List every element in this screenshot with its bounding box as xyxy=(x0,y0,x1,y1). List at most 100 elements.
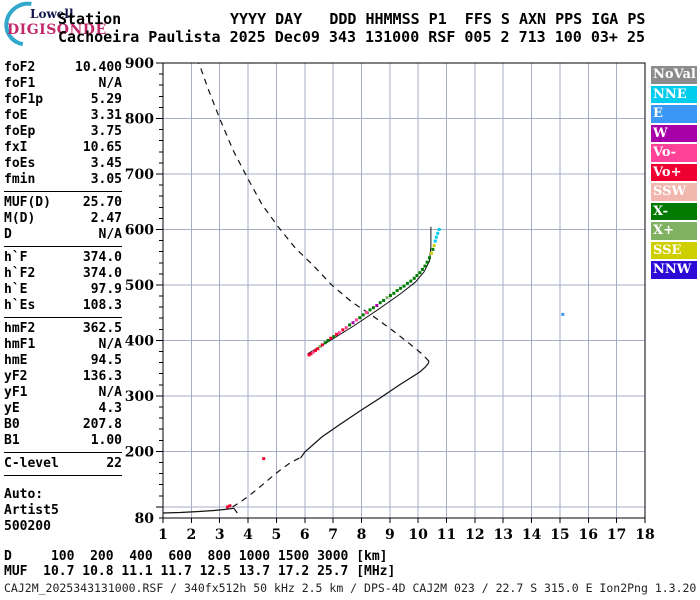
f2-trace-fit-line xyxy=(307,226,432,355)
svg-text:500: 500 xyxy=(125,278,154,294)
echo-status-legend: NoVal NNE E W Vo- Vo+ SSW X- X+ SSE NNW xyxy=(651,66,697,281)
param-label: hmE xyxy=(4,353,28,368)
svg-text:6: 6 xyxy=(300,527,310,543)
parameter-panel: foF2 10.400 foF1 N/A foF1p 5.29 foE 3.31 foEp 3.7… xyxy=(4,60,122,535)
legend-chip-sse: SSE xyxy=(651,241,697,259)
valley-profile-dashed xyxy=(232,456,301,508)
svg-text:400: 400 xyxy=(125,333,154,349)
param-value: 10.65 xyxy=(82,140,122,155)
param-value: 3.31 xyxy=(90,108,122,123)
logo-digisonde-text: DIGISONDE xyxy=(7,22,107,38)
svg-text:200: 200 xyxy=(125,444,154,460)
logo-lowell-text: Lowell xyxy=(30,7,74,21)
param-value: 207.8 xyxy=(82,417,122,432)
x-axis: 1 2 3 4 5 6 7 8 9 10 11 12 13 14 15 16 17 18 xyxy=(158,518,655,543)
param-value: 2.47 xyxy=(90,211,122,226)
svg-text:17: 17 xyxy=(607,527,626,543)
param-label: fxI xyxy=(4,140,28,155)
svg-text:7: 7 xyxy=(328,527,338,543)
param-label: foEs xyxy=(4,156,36,171)
param-label: h`E xyxy=(4,282,28,297)
param-value: 25.70 xyxy=(82,195,122,210)
electron-density-profile xyxy=(162,62,430,514)
svg-text:11: 11 xyxy=(437,527,456,543)
legend-chip-ssw: SSW xyxy=(651,183,697,201)
gridlines xyxy=(163,63,645,518)
legend-chip-w: W xyxy=(651,124,697,142)
e-profile xyxy=(162,507,234,514)
legend-chip-vo: Vo+ xyxy=(651,163,697,181)
param-label: h`F2 xyxy=(4,266,36,281)
param-row: yF1 N/A xyxy=(4,385,122,401)
param-row: h`F2 374.0 xyxy=(4,266,122,282)
plot-frame xyxy=(162,62,646,519)
panel-divider xyxy=(4,317,122,318)
param-label: hmF1 xyxy=(4,337,36,352)
legend-chip-vo: Vo- xyxy=(651,144,697,162)
param-label: M(D) xyxy=(4,211,36,226)
param-row: foEs 3.45 xyxy=(4,156,122,172)
param-value: 374.0 xyxy=(82,266,122,281)
param-row: h`E 97.9 xyxy=(4,282,122,298)
svg-text:600: 600 xyxy=(125,223,154,239)
param-row: M(D) 2.47 xyxy=(4,211,122,227)
param-label: hmF2 xyxy=(4,321,36,336)
param-label: yE xyxy=(4,401,20,416)
param-row: foF2 10.400 xyxy=(4,60,122,76)
svg-text:10: 10 xyxy=(408,527,428,543)
svg-text:16: 16 xyxy=(579,527,598,543)
param-value: N/A xyxy=(98,76,122,91)
param-value: 97.9 xyxy=(90,282,122,297)
param-row: D N/A xyxy=(4,227,122,243)
svg-text:900: 900 xyxy=(125,56,154,72)
param-label: yF1 xyxy=(4,385,28,400)
param-value: 4.3 xyxy=(98,401,122,416)
svg-text:2: 2 xyxy=(186,527,196,543)
param-row: B1 1.00 xyxy=(4,433,122,449)
param-value: 10.400 xyxy=(75,60,122,75)
topside-profile-dashed xyxy=(197,62,430,362)
param-label: MUF(D) xyxy=(4,195,51,210)
param-row: yF2 136.3 xyxy=(4,369,122,385)
panel-divider xyxy=(4,246,122,247)
svg-text:80: 80 xyxy=(135,511,155,527)
param-row: yE 4.3 xyxy=(4,401,122,417)
param-label: foE xyxy=(4,108,28,123)
param-row: hmF1 N/A xyxy=(4,337,122,353)
param-row: foF1 N/A xyxy=(4,76,122,92)
svg-text:18: 18 xyxy=(635,527,654,543)
param-value: 374.0 xyxy=(82,250,122,265)
header-column-names: YYYY DAY DDD HHMMSS P1 FFS S AXN PPS IGA… xyxy=(230,10,646,28)
param-row: h`Es 108.3 xyxy=(4,298,122,314)
muf-distance-row: D 100 200 400 600 800 1000 1500 3000 [km… xyxy=(4,549,388,564)
param-value: 362.5 xyxy=(82,321,122,336)
panel-divider xyxy=(4,475,122,476)
param-label: yF2 xyxy=(4,369,28,384)
legend-chip-e: E xyxy=(651,105,697,123)
y-axis: 900 800 700 600 500 400 300 200 80 xyxy=(125,56,163,527)
param-row: foE 3.31 xyxy=(4,108,122,124)
svg-text:15: 15 xyxy=(550,527,569,543)
svg-text:8: 8 xyxy=(357,527,367,543)
param-row: B0 207.8 xyxy=(4,417,122,433)
param-value: N/A xyxy=(98,385,122,400)
e-peak-hook xyxy=(233,507,238,514)
f-bottomside-profile xyxy=(300,360,430,459)
param-row: C-level 22 xyxy=(4,456,122,472)
param-value: N/A xyxy=(98,337,122,352)
param-label: fmin xyxy=(4,172,36,187)
legend-chip-x: X+ xyxy=(651,222,697,240)
svg-text:9: 9 xyxy=(385,527,395,543)
param-label: h`Es xyxy=(4,298,36,313)
svg-text:800: 800 xyxy=(125,112,154,128)
param-row: fxI 10.65 xyxy=(4,140,122,156)
svg-text:1: 1 xyxy=(158,527,168,543)
param-label: B0 xyxy=(4,417,20,432)
param-value: 108.3 xyxy=(82,298,122,313)
svg-text:300: 300 xyxy=(125,389,154,405)
param-value: 5.29 xyxy=(90,92,122,107)
param-value: 1.00 xyxy=(90,433,122,448)
param-label: foEp xyxy=(4,124,36,139)
param-row: MUF(D) 25.70 xyxy=(4,195,122,211)
